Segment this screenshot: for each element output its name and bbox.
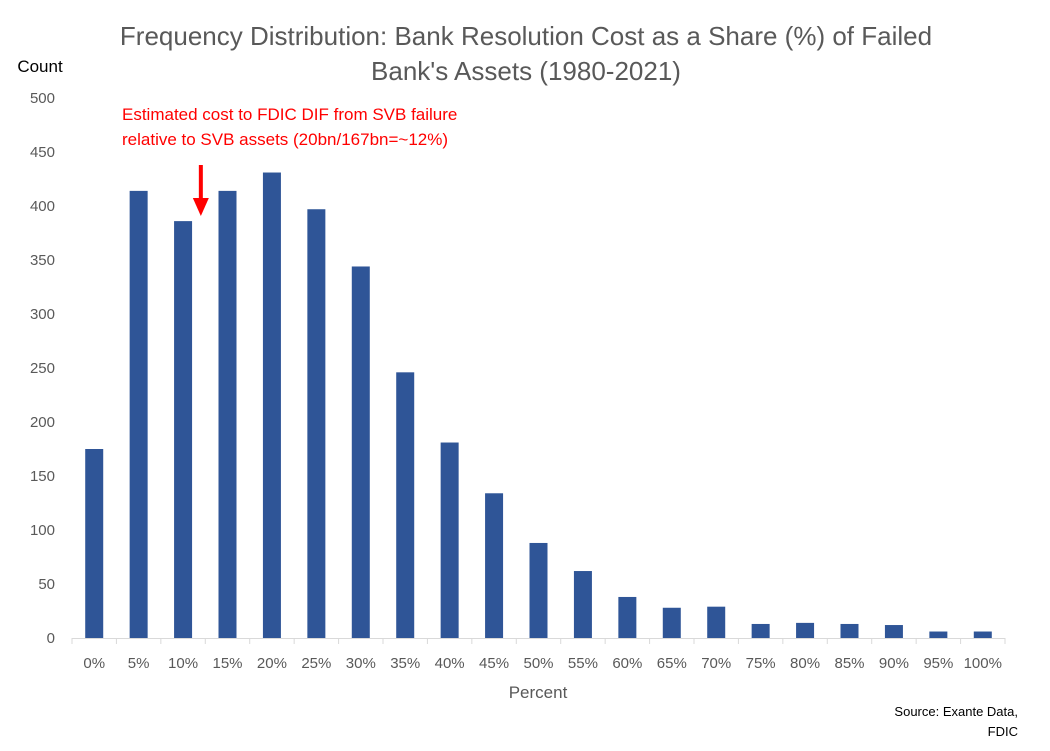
y-tick-label: 400 xyxy=(30,198,55,215)
chart-title-line1: Frequency Distribution: Bank Resolution … xyxy=(120,21,932,51)
bar xyxy=(440,442,459,638)
x-tick-label: 10% xyxy=(168,655,198,672)
annotation-arrow-head xyxy=(192,198,209,216)
x-tick-label: 70% xyxy=(701,655,731,672)
bar xyxy=(707,606,726,638)
y-axis-ticks: 0 50 100 150 200 250 300 350 400 450 500 xyxy=(30,90,55,647)
x-tick-label: 0% xyxy=(83,655,105,672)
x-tick-label: 75% xyxy=(746,655,776,672)
y-tick-label: 200 xyxy=(30,414,55,431)
y-tick-label: 100 xyxy=(30,522,55,539)
x-tick-label: 100% xyxy=(964,655,1002,672)
x-tick-label: 15% xyxy=(212,655,242,672)
bar xyxy=(351,266,370,638)
annotation-text-line1: Estimated cost to FDIC DIF from SVB fail… xyxy=(122,105,457,124)
x-tick-label: 90% xyxy=(879,655,909,672)
x-tick-label: 80% xyxy=(790,655,820,672)
y-tick-label: 450 xyxy=(30,144,55,161)
y-axis-label: Count xyxy=(17,57,63,76)
x-tick-label: 5% xyxy=(128,655,150,672)
bar xyxy=(929,631,948,638)
bar xyxy=(307,209,326,639)
x-tick-label: 45% xyxy=(479,655,509,672)
bar xyxy=(174,221,193,638)
bar xyxy=(485,493,504,638)
bar xyxy=(973,631,992,638)
bar xyxy=(840,623,859,638)
source-line2: FDIC xyxy=(988,724,1018,739)
y-tick-label: 500 xyxy=(30,90,55,107)
x-tick-label: 65% xyxy=(657,655,687,672)
bar xyxy=(796,622,815,638)
bar xyxy=(662,607,681,638)
bar xyxy=(396,372,415,638)
bar xyxy=(129,190,148,638)
bar xyxy=(618,596,637,638)
y-tick-label: 300 xyxy=(30,306,55,323)
annotation-text-line2: relative to SVB assets (20bn/167bn=~12%) xyxy=(122,130,448,149)
x-axis-label: Percent xyxy=(509,683,568,702)
x-tick-label: 50% xyxy=(523,655,553,672)
svb-annotation: Estimated cost to FDIC DIF from SVB fail… xyxy=(122,105,457,216)
x-tick-label: 20% xyxy=(257,655,287,672)
bar xyxy=(529,542,548,638)
x-tick-label: 55% xyxy=(568,655,598,672)
y-tick-label: 150 xyxy=(30,468,55,485)
bars xyxy=(85,172,992,639)
x-tick-label: 40% xyxy=(435,655,465,672)
x-tick-label: 35% xyxy=(390,655,420,672)
x-tick-label: 30% xyxy=(346,655,376,672)
bar xyxy=(218,190,237,638)
bar xyxy=(262,172,281,638)
chart-title-line2: Bank's Assets (1980-2021) xyxy=(371,56,681,86)
bar xyxy=(573,571,592,638)
x-tick-label: 60% xyxy=(612,655,642,672)
x-tick-label: 95% xyxy=(923,655,953,672)
x-axis-ticks: 0% 5% 10% 15% 20% 25% 30% 35% 40% 45% 50% 55% 60% 65%… xyxy=(71,638,1006,672)
bar xyxy=(884,625,903,638)
bar xyxy=(85,449,104,638)
y-tick-label: 250 xyxy=(30,360,55,377)
source-line1: Source: Exante Data, xyxy=(894,704,1018,719)
y-tick-label: 50 xyxy=(38,576,55,593)
bar xyxy=(751,623,770,638)
x-tick-label: 85% xyxy=(834,655,864,672)
x-tick-label: 25% xyxy=(301,655,331,672)
y-tick-label: 350 xyxy=(30,252,55,269)
y-tick-label: 0 xyxy=(47,630,55,647)
